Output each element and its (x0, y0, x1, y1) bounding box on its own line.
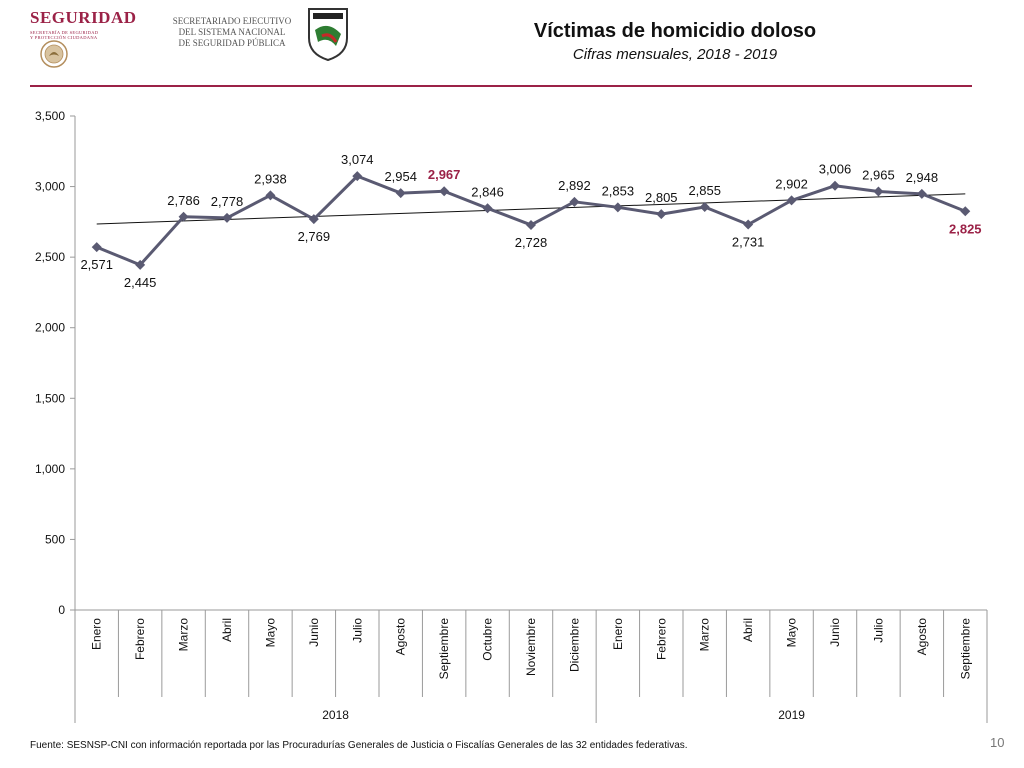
source-note: Fuente: SESNSP-CNI con información repor… (30, 740, 688, 751)
x-tick-label: Abril (741, 618, 755, 642)
data-point (612, 202, 623, 213)
x-tick-label: Septiembre (958, 618, 972, 680)
header-rule (30, 85, 972, 87)
x-tick-label: Abril (220, 618, 234, 642)
data-point (526, 219, 536, 230)
data-label: 2,853 (602, 183, 635, 198)
data-point (265, 190, 276, 201)
data-point (395, 188, 406, 199)
chart-subtitle: Cifras mensuales, 2018 - 2019 (572, 46, 778, 63)
data-point (656, 209, 667, 220)
y-tick-label: 0 (58, 603, 65, 617)
data-label: 2,902 (775, 176, 808, 191)
secretariat-name: SECRETARIADO EJECUTIVO DEL SISTEMA NACIO… (168, 16, 296, 49)
seguridad-logo: SEGURIDAD SECRETARÍA DE SEGURIDAD Y PROT… (30, 8, 150, 40)
brand-subtitle: SECRETARÍA DE SEGURIDAD Y PROTECCIÓN CIU… (30, 30, 150, 40)
data-point (222, 212, 232, 223)
data-label: 3,006 (819, 162, 852, 177)
y-tick-label: 1,000 (35, 462, 65, 476)
data-label: 2,445 (124, 275, 157, 290)
x-tick-label: Octubre (481, 618, 495, 661)
data-label: 2,967 (428, 167, 461, 182)
data-label: 2,728 (515, 235, 548, 250)
chart-title: Víctimas de homicidio doloso (533, 20, 817, 42)
data-label: 2,965 (862, 168, 895, 183)
x-tick-label: Julio (871, 618, 885, 643)
data-point (178, 211, 189, 222)
data-label: 2,855 (688, 183, 721, 198)
header: SEGURIDAD SECRETARÍA DE SEGURIDAD Y PROT… (0, 0, 1024, 90)
x-group-label: 2019 (778, 708, 805, 722)
data-point (569, 196, 580, 207)
data-point (916, 188, 927, 199)
data-point (135, 259, 146, 270)
x-tick-label: Diciembre (567, 618, 581, 672)
y-tick-label: 1,500 (35, 391, 65, 405)
x-tick-label: Enero (611, 618, 625, 650)
data-point (482, 203, 493, 214)
x-tick-label: Agosto (915, 618, 929, 656)
data-label: 2,731 (732, 235, 765, 250)
data-label: 2,938 (254, 171, 287, 186)
data-label: 2,825 (949, 221, 982, 236)
data-point (352, 171, 363, 182)
x-tick-label: Marzo (698, 618, 712, 652)
x-tick-label: Marzo (177, 618, 191, 652)
brand-wordmark: SEGURIDAD (30, 8, 137, 27)
data-label: 2,948 (906, 170, 939, 185)
x-tick-label: Agosto (394, 618, 408, 656)
data-point (960, 206, 971, 217)
x-group-label: 2018 (322, 708, 349, 722)
x-tick-label: Mayo (785, 618, 799, 648)
data-label: 2,571 (80, 257, 113, 272)
x-tick-label: Febrero (654, 618, 668, 660)
page-number: 10 (990, 735, 1005, 750)
x-tick-label: Septiembre (437, 618, 451, 680)
brand-sub-line2: Y PROTECCIÓN CIUDADANA (30, 35, 98, 40)
y-tick-label: 3,500 (35, 109, 65, 123)
data-point (743, 219, 754, 230)
data-point (91, 242, 102, 253)
data-label: 2,892 (558, 178, 591, 193)
y-tick-label: 3,000 (35, 180, 65, 194)
data-label: 2,778 (211, 194, 244, 209)
y-tick-label: 2,500 (35, 250, 65, 264)
trendline (96, 193, 966, 225)
x-tick-label: Febrero (133, 618, 147, 660)
mexico-seal-icon (40, 40, 68, 68)
x-tick-label: Mayo (263, 618, 277, 648)
data-label: 3,074 (341, 152, 374, 167)
data-point (699, 202, 710, 213)
data-label: 2,786 (167, 193, 200, 208)
data-point (830, 180, 840, 191)
y-tick-label: 500 (45, 532, 65, 546)
data-point (786, 195, 797, 206)
data-label: 2,846 (471, 184, 504, 199)
sesnsp-shield-icon (308, 8, 348, 62)
data-label: 2,769 (298, 229, 331, 244)
brand-sub-line1: SECRETARÍA DE SEGURIDAD (30, 30, 99, 35)
data-point (308, 214, 319, 225)
x-tick-label: Junio (828, 618, 842, 647)
secretariat-line1: SECRETARIADO EJECUTIVO (172, 16, 292, 26)
data-point (873, 186, 884, 197)
x-tick-label: Junio (307, 618, 321, 647)
data-point (439, 186, 450, 197)
data-label: 2,805 (645, 190, 678, 205)
data-label: 2,954 (384, 169, 417, 184)
x-tick-label: Noviembre (524, 618, 538, 676)
x-tick-label: Enero (90, 618, 104, 650)
secretariat-line3: DE SEGURIDAD PÚBLICA (178, 38, 286, 48)
y-tick-label: 2,000 (35, 321, 65, 335)
secretariat-line2: DEL SISTEMA NACIONAL (178, 27, 286, 37)
x-tick-label: Julio (350, 618, 364, 643)
